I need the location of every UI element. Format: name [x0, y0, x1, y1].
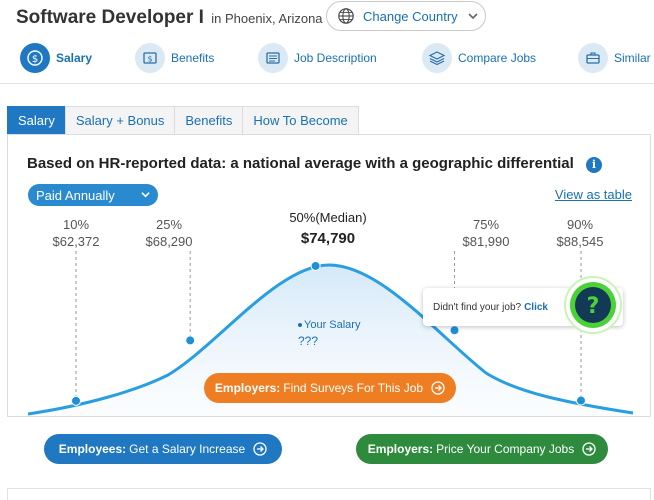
nav-label-job-description: Job Description — [294, 51, 377, 65]
nav-item-benefits[interactable]: $ Benefits — [135, 42, 214, 74]
dollar-circle-icon: $ — [20, 43, 50, 73]
chevron-down-icon — [468, 13, 478, 20]
percentile-marker-p25 — [185, 335, 196, 346]
percentile-90-label: 90% — [566, 217, 594, 232]
nav-label-benefits: Benefits — [171, 51, 215, 65]
your-salary-label: Your Salary — [298, 319, 360, 331]
percentile-90: 90% $88,545 — [540, 217, 620, 249]
nav-item-similar[interactable]: Similar — [578, 42, 651, 74]
percentile-marker-median — [310, 260, 321, 271]
percentile-75: 75% $81,990 — [446, 217, 526, 249]
arrow-right-circle-icon — [431, 381, 445, 395]
percentile-25-value: $68,290 — [145, 234, 193, 249]
percentile-median: 50%(Median) $74,790 — [278, 210, 378, 247]
change-country-button[interactable]: Change Country — [326, 1, 486, 31]
percentile-marker-p75 — [449, 325, 460, 336]
nav-item-job-description[interactable]: Job Description — [258, 42, 377, 74]
percentile-75-label: 75% — [472, 217, 500, 232]
nav-label-salary: Salary — [56, 51, 93, 65]
arrow-right-circle-icon — [253, 442, 267, 456]
next-section-divider — [7, 488, 651, 500]
svg-text:?: ? — [587, 294, 600, 319]
stack-icon — [422, 43, 452, 73]
bell-curve-fill — [28, 265, 633, 416]
nav-item-salary[interactable]: $ Salary — [20, 42, 92, 74]
your-salary-value: ??? — [298, 334, 319, 348]
job-title: Software Developer I — [16, 7, 204, 28]
tab-salary[interactable]: Salary — [7, 106, 66, 134]
tab-benefits[interactable]: Benefits — [174, 106, 244, 134]
dollar-bill-icon: $ — [135, 43, 165, 73]
percentile-10-value: $62,372 — [52, 234, 100, 249]
salary-tabs: Salary Salary + Bonus Benefits How To Be… — [7, 106, 359, 134]
job-nav: $ Salary $ Benefits Job Description Comp… — [0, 40, 654, 84]
percentile-10: 10% $62,372 — [36, 217, 116, 249]
help-text: Didn't find your job? — [433, 301, 522, 313]
employers-find-surveys-button[interactable]: Employers: Find Surveys For This Job — [204, 373, 456, 403]
globe-icon — [338, 8, 354, 24]
page-header: Software Developer I in Phoenix, Arizona… — [0, 0, 654, 36]
info-icon[interactable]: i — [586, 157, 602, 173]
briefcase-icon — [578, 43, 608, 73]
percentile-median-value: $74,790 — [300, 230, 356, 247]
arrow-right-circle-icon — [582, 442, 596, 456]
percentile-marker-p10 — [71, 395, 81, 406]
bell-curve-line — [27, 263, 634, 416]
nav-label-compare-jobs: Compare Jobs — [458, 51, 537, 65]
svg-text:$: $ — [147, 55, 152, 64]
view-as-table-link[interactable]: View as table — [554, 187, 632, 202]
nav-item-compare-jobs[interactable]: Compare Jobs — [422, 42, 536, 74]
employers-price-jobs-button[interactable]: Employers: Price Your Company Jobs — [356, 434, 608, 464]
page-title: Software Developer I in Phoenix, Arizona — [16, 7, 323, 29]
percentile-25-label: 25% — [155, 217, 183, 232]
percentile-10-label: 10% — [62, 217, 90, 232]
pay-period-select[interactable]: Paid Annually — [28, 184, 158, 206]
percentile-median-label: 50%(Median) — [289, 210, 367, 225]
salary-panel: Based on HR-reported data: a national av… — [7, 134, 651, 417]
nav-label-similar: Similar — [614, 51, 651, 65]
your-salary-dot — [298, 323, 302, 328]
panel-heading: Based on HR-reported data: a national av… — [27, 155, 574, 172]
employees-salary-increase-button[interactable]: Employees: Get a Salary Increase — [44, 434, 282, 464]
tab-how-to-become[interactable]: How To Become — [242, 106, 359, 134]
chevron-down-icon — [141, 192, 150, 198]
percentile-marker-p90 — [576, 395, 586, 406]
percentile-90-value: $88,545 — [556, 234, 604, 249]
job-location: in Phoenix, Arizona — [211, 11, 323, 26]
svg-text:$: $ — [32, 54, 38, 65]
list-icon — [258, 43, 288, 73]
question-help-icon[interactable]: ? — [563, 275, 623, 335]
change-country-label: Change Country — [363, 8, 458, 24]
help-click-link[interactable]: Click — [524, 301, 548, 313]
percentile-75-value: $81,990 — [462, 234, 510, 249]
pay-period-value: Paid Annually — [36, 187, 115, 203]
tab-salary-bonus[interactable]: Salary + Bonus — [64, 106, 176, 134]
percentile-25: 25% $68,290 — [129, 217, 209, 249]
